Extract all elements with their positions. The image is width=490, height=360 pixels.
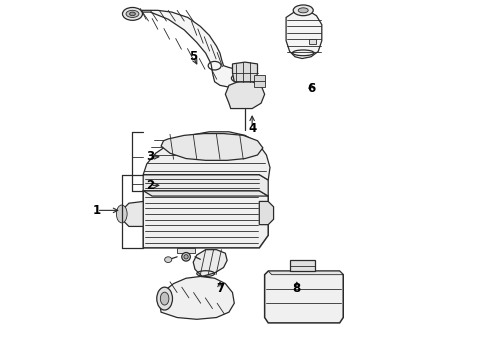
Polygon shape bbox=[122, 202, 143, 226]
Polygon shape bbox=[143, 191, 268, 248]
Text: 8: 8 bbox=[293, 283, 301, 296]
Ellipse shape bbox=[293, 5, 313, 16]
Polygon shape bbox=[232, 62, 258, 82]
Ellipse shape bbox=[117, 205, 127, 223]
Ellipse shape bbox=[298, 8, 308, 13]
Text: 2: 2 bbox=[147, 179, 154, 192]
Text: 4: 4 bbox=[248, 122, 256, 135]
Polygon shape bbox=[259, 202, 273, 225]
Text: 5: 5 bbox=[189, 50, 197, 63]
Polygon shape bbox=[143, 132, 270, 180]
Polygon shape bbox=[161, 134, 263, 160]
Polygon shape bbox=[290, 260, 315, 271]
Polygon shape bbox=[254, 75, 265, 87]
Polygon shape bbox=[177, 248, 195, 253]
Polygon shape bbox=[268, 271, 343, 275]
Polygon shape bbox=[131, 10, 247, 87]
Ellipse shape bbox=[126, 10, 139, 18]
Text: 7: 7 bbox=[216, 283, 224, 296]
Polygon shape bbox=[143, 175, 268, 196]
Ellipse shape bbox=[160, 292, 169, 305]
Ellipse shape bbox=[130, 12, 135, 16]
Ellipse shape bbox=[184, 255, 188, 259]
Polygon shape bbox=[159, 276, 234, 319]
Ellipse shape bbox=[157, 287, 172, 310]
Polygon shape bbox=[286, 10, 322, 59]
Ellipse shape bbox=[122, 8, 143, 20]
Polygon shape bbox=[143, 191, 268, 196]
Ellipse shape bbox=[165, 257, 172, 262]
Text: 3: 3 bbox=[147, 150, 154, 163]
Ellipse shape bbox=[182, 252, 190, 261]
Text: 6: 6 bbox=[307, 82, 315, 95]
Text: 1: 1 bbox=[93, 204, 101, 217]
Polygon shape bbox=[225, 82, 265, 109]
Polygon shape bbox=[265, 271, 343, 323]
Polygon shape bbox=[193, 249, 227, 276]
Polygon shape bbox=[309, 39, 317, 44]
